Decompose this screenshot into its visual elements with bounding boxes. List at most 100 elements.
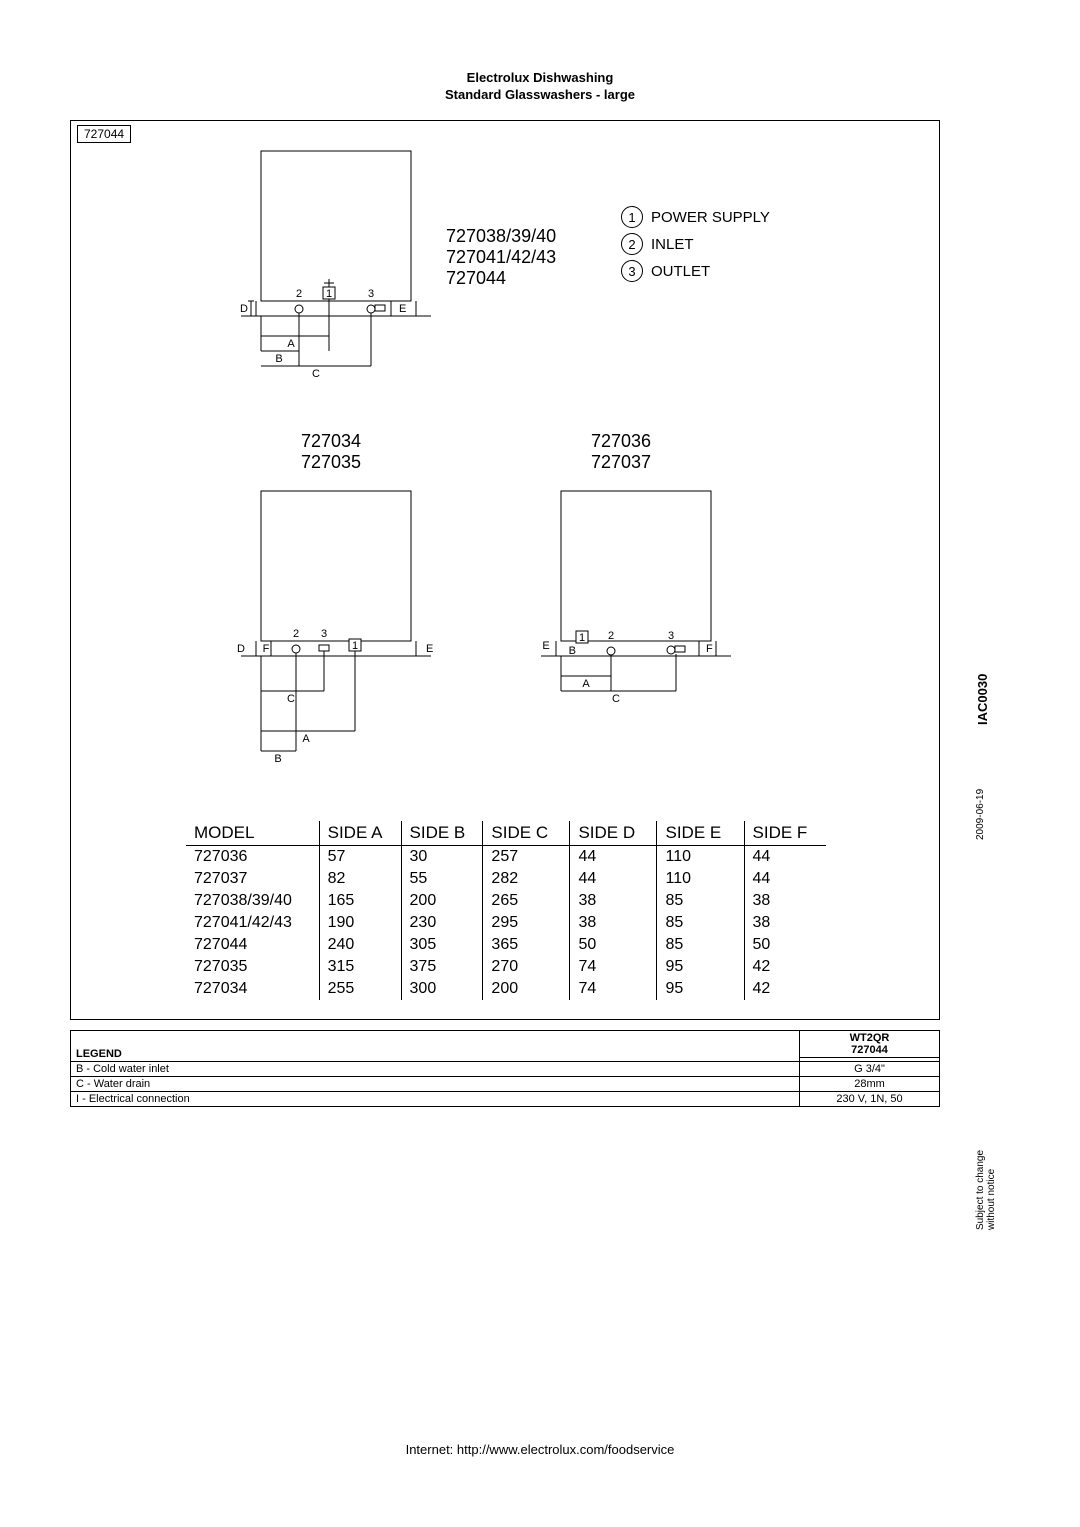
top-model-numbers: 727038/39/40 727041/42/43 727044: [446, 226, 626, 289]
callout-num: 1: [621, 206, 643, 228]
diagram-mid-left: 2 3 1 D F E C A B: [211, 491, 471, 786]
svg-text:A: A: [582, 678, 590, 690]
model-table-header: SIDE C: [483, 821, 570, 846]
header-line1: Electrolux Dishwashing: [0, 70, 1080, 87]
model-dimension-table: MODELSIDE ASIDE BSIDE CSIDE DSIDE ESIDE …: [186, 821, 826, 1000]
svg-text:F: F: [263, 643, 270, 655]
model-table-cell: 38: [744, 912, 826, 934]
svg-text:A: A: [287, 338, 295, 350]
callout-num: 2: [621, 233, 643, 255]
legend-row: I - Electrical connection 230 V, 1N, 50: [71, 1092, 940, 1107]
model-table-cell: 727034: [186, 978, 319, 1000]
legend-header-right: WT2QR 727044: [800, 1031, 940, 1058]
part-number-label: 727044: [77, 125, 131, 143]
svg-text:2: 2: [296, 288, 302, 300]
model-table-cell: 38: [744, 890, 826, 912]
model-table-cell: 727038/39/40: [186, 890, 319, 912]
svg-text:1: 1: [326, 288, 332, 300]
svg-text:C: C: [612, 693, 620, 705]
legend-row: C - Water drain 28mm: [71, 1077, 940, 1092]
doc-notice: Subject to change without notice: [975, 1125, 997, 1230]
model-table-cell: 230: [401, 912, 483, 934]
model-table-cell: 365: [483, 934, 570, 956]
svg-text:3: 3: [368, 288, 374, 300]
model-table-cell: 50: [570, 934, 657, 956]
model-table-cell: 190: [319, 912, 401, 934]
mid-right-models: 727036 727037: [561, 431, 681, 473]
callout-label: OUTLET: [651, 263, 710, 280]
svg-text:E: E: [426, 643, 433, 655]
model-table-cell: 200: [483, 978, 570, 1000]
svg-text:B: B: [275, 353, 282, 365]
svg-text:F: F: [706, 643, 713, 655]
diagram-mid-right: 1 2 3 B E F A C: [521, 491, 771, 726]
svg-text:B: B: [274, 753, 281, 765]
model-table-cell: 375: [401, 956, 483, 978]
model-table-header: SIDE E: [657, 821, 744, 846]
footer-url: http://www.electrolux.com/foodservice: [457, 1442, 674, 1457]
drawing-frame: 727044 1 2 3 D E: [70, 120, 940, 1020]
model-table-cell: 74: [570, 978, 657, 1000]
model-table-cell: 200: [401, 890, 483, 912]
model-table-header: MODEL: [186, 821, 319, 846]
mid-left-models: 727034 727035: [271, 431, 391, 473]
model-table-cell: 110: [657, 868, 744, 890]
model-table-cell: 55: [401, 868, 483, 890]
svg-text:C: C: [287, 693, 295, 705]
model-table-cell: 95: [657, 956, 744, 978]
header-line2: Standard Glasswashers - large: [0, 87, 1080, 104]
model-table-row: 72703657302574411044: [186, 846, 826, 869]
svg-text:3: 3: [668, 630, 674, 642]
model-table-cell: 74: [570, 956, 657, 978]
doc-header: Electrolux Dishwashing Standard Glasswas…: [0, 70, 1080, 104]
model-table-row: 72703782552824411044: [186, 868, 826, 890]
model-table-cell: 95: [657, 978, 744, 1000]
legend-table: LEGEND WT2QR 727044 B - Cold water inlet…: [70, 1030, 940, 1107]
footer: Internet: http://www.electrolux.com/food…: [0, 1442, 1080, 1457]
model-table-cell: 255: [319, 978, 401, 1000]
model-table-cell: 265: [483, 890, 570, 912]
legend-row: B - Cold water inlet G 3/4": [71, 1062, 940, 1077]
callout-legend: 1 POWER SUPPLY 2 INLET 3 OUTLET: [621, 201, 770, 287]
model-table-cell: 44: [570, 868, 657, 890]
model-table-cell: 38: [570, 912, 657, 934]
svg-text:1: 1: [579, 632, 585, 644]
model-table-row: 727038/39/40165200265388538: [186, 890, 826, 912]
model-table-header: SIDE F: [744, 821, 826, 846]
svg-text:3: 3: [321, 628, 327, 640]
legend-title: LEGEND: [76, 1048, 122, 1060]
model-table-cell: 85: [657, 890, 744, 912]
doc-code: IAC0030: [975, 674, 990, 725]
model-table-cell: 282: [483, 868, 570, 890]
model-table-cell: 295: [483, 912, 570, 934]
model-table-cell: 165: [319, 890, 401, 912]
model-table-cell: 82: [319, 868, 401, 890]
model-table-cell: 42: [744, 978, 826, 1000]
svg-text:C: C: [312, 368, 320, 380]
model-table-cell: 727041/42/43: [186, 912, 319, 934]
model-table-cell: 110: [657, 846, 744, 869]
model-table-cell: 727035: [186, 956, 319, 978]
footer-label: Internet:: [406, 1442, 457, 1457]
callout-row: 2 INLET: [621, 233, 770, 255]
model-table-cell: 30: [401, 846, 483, 869]
callout-label: POWER SUPPLY: [651, 209, 770, 226]
model-table-cell: 727036: [186, 846, 319, 869]
svg-text:1: 1: [352, 640, 358, 652]
svg-text:E: E: [399, 303, 406, 315]
diagram-top: 1 2 3 D E A B C: [221, 151, 471, 406]
svg-text:D: D: [240, 303, 248, 315]
model-table-cell: 38: [570, 890, 657, 912]
model-table-cell: 300: [401, 978, 483, 1000]
svg-text:B: B: [569, 645, 576, 657]
model-table-cell: 50: [744, 934, 826, 956]
svg-text:2: 2: [608, 630, 614, 642]
model-table-cell: 727044: [186, 934, 319, 956]
svg-text:2: 2: [293, 628, 299, 640]
model-table-cell: 44: [570, 846, 657, 869]
model-table-cell: 270: [483, 956, 570, 978]
model-table-cell: 85: [657, 912, 744, 934]
svg-text:E: E: [542, 640, 549, 652]
model-table-row: 727034255300200749542: [186, 978, 826, 1000]
model-table-row: 727035315375270749542: [186, 956, 826, 978]
